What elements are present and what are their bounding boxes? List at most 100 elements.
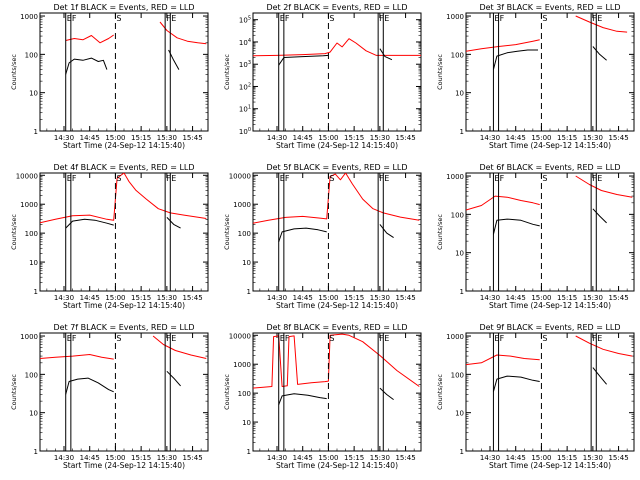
chart-panel-1: Det 1f BLACK = Events, RED = LLD 1 10 100 10… <box>10 3 209 150</box>
x-tick-label: 15:45 <box>182 454 202 462</box>
y-axis-label: Counts/sec <box>436 374 444 410</box>
x-tick-label: 15:45 <box>182 134 202 142</box>
marker-label: E <box>67 14 72 23</box>
marker-label: S <box>116 334 121 343</box>
chart-title: Det 1f BLACK = Events, RED = LLD <box>53 3 194 12</box>
x-tick-label: 15:45 <box>608 454 628 462</box>
marker-label: F <box>500 334 505 343</box>
marker-label: F <box>592 334 597 343</box>
lld-series-line <box>575 15 628 33</box>
x-axis-label: Start Time (24-Sep-12 14:15:40) <box>276 301 398 310</box>
plot-frame <box>252 12 422 132</box>
lld-series-line <box>40 354 114 360</box>
x-axis-label: Start Time (24-Sep-12 14:15:40) <box>489 141 611 150</box>
x-tick-label: 15:45 <box>395 454 415 462</box>
marker-label: E <box>597 174 602 183</box>
chart-panel-8: Det 8f BLACK = Events, RED = LLD 1 10 100 10… <box>223 323 422 470</box>
events-series-line <box>278 54 329 66</box>
marker-label: F <box>72 174 77 183</box>
y-tick-label: 1 <box>34 448 38 456</box>
chart-panel-2: Det 2f BLACK = Events, RED = LLD 100 101 10… <box>223 3 422 150</box>
y-tick-label: 103 <box>239 60 251 69</box>
x-tick-label: 15:00 <box>105 454 125 462</box>
marker-label: F <box>500 174 505 183</box>
marker-label: E <box>494 174 499 183</box>
x-tick-label: 14:45 <box>293 134 313 142</box>
x-tick-label: 15:45 <box>608 294 628 302</box>
y-tick-label: 101 <box>239 105 251 114</box>
events-series-line <box>65 377 114 395</box>
lld-series-line <box>466 39 540 52</box>
y-tick-label: 1000 <box>20 201 38 209</box>
marker-label: E <box>384 174 389 183</box>
x-tick-label: 14:30 <box>267 454 287 462</box>
x-tick-label: 14:45 <box>506 454 526 462</box>
marker-label: E <box>280 174 285 183</box>
events-series-line <box>592 208 607 224</box>
y-tick-label: 100 <box>25 51 38 59</box>
marker-label: S <box>116 14 121 23</box>
y-axis-label: Counts/sec <box>223 214 231 250</box>
x-tick-label: 14:45 <box>80 294 100 302</box>
events-series-line <box>166 370 181 387</box>
y-tick-label: 1 <box>460 288 464 296</box>
plot-frame <box>252 172 422 292</box>
y-tick-label: 100 <box>238 390 251 398</box>
y-axis-label: Counts/sec <box>436 54 444 90</box>
x-tick-label: 15:45 <box>395 134 415 142</box>
plot-frame <box>39 12 209 132</box>
x-axis-label: Start Time (24-Sep-12 14:15:40) <box>276 461 398 470</box>
y-tick-label: 10 <box>29 410 38 418</box>
y-tick-label: 1000 <box>446 333 464 341</box>
x-tick-label: 14:30 <box>480 294 500 302</box>
marker-label: E <box>171 14 176 23</box>
chart-title: Det 9f BLACK = Events, RED = LLD <box>479 323 620 332</box>
chart-panel-7: Det 7f BLACK = Events, RED = LLD 1 10 100 10… <box>10 323 209 470</box>
x-tick-label: 14:30 <box>480 134 500 142</box>
marker-label: F <box>72 14 77 23</box>
y-tick-label: 10 <box>455 250 464 258</box>
marker-label: E <box>597 334 602 343</box>
marker-label: F <box>285 14 290 23</box>
marker-label: E <box>67 174 72 183</box>
marker-label: F <box>285 334 290 343</box>
plot-frame <box>39 172 209 292</box>
x-tick-label: 15:15 <box>557 134 577 142</box>
x-tick-label: 15:00 <box>318 134 338 142</box>
x-axis-label: Start Time (24-Sep-12 14:15:40) <box>276 141 398 150</box>
x-tick-label: 15:30 <box>583 294 603 302</box>
y-tick-label: 100 <box>451 51 464 59</box>
x-tick-label: 14:45 <box>293 454 313 462</box>
events-series-line <box>492 218 540 235</box>
marker-label: E <box>597 14 602 23</box>
marker-label: E <box>280 334 285 343</box>
events-series-line <box>492 375 540 392</box>
x-tick-label: 15:15 <box>557 454 577 462</box>
marker-label: S <box>329 174 334 183</box>
lld-series-line <box>152 335 207 359</box>
x-tick-label: 14:30 <box>267 294 287 302</box>
x-tick-label: 15:15 <box>131 454 151 462</box>
x-tick-label: 15:00 <box>105 294 125 302</box>
y-axis-label: Counts/sec <box>10 374 18 410</box>
lld-series-line <box>253 173 420 224</box>
x-tick-label: 14:30 <box>54 454 74 462</box>
marker-label: E <box>384 334 389 343</box>
y-tick-label: 10 <box>455 90 464 98</box>
y-axis-label: Counts/sec <box>436 214 444 250</box>
chart-title: Det 2f BLACK = Events, RED = LLD <box>266 3 407 12</box>
x-tick-label: 15:30 <box>370 454 390 462</box>
plot-frame <box>252 332 422 452</box>
plot-frame <box>465 12 635 132</box>
x-axis-label: Start Time (24-Sep-12 14:15:40) <box>489 301 611 310</box>
y-tick-label: 100 <box>238 230 251 238</box>
marker-label: F <box>379 14 384 23</box>
lld-series-line <box>466 354 540 366</box>
chart-panel-4: Det 4f BLACK = Events, RED = LLD 1 10 100 10… <box>10 163 209 310</box>
lld-series-line <box>575 175 633 198</box>
y-tick-label: 100 <box>239 127 251 136</box>
chart-title: Det 8f BLACK = Events, RED = LLD <box>266 323 407 332</box>
y-tick-label: 100 <box>451 371 464 379</box>
events-series-line <box>592 46 607 61</box>
marker-label: S <box>329 14 334 23</box>
